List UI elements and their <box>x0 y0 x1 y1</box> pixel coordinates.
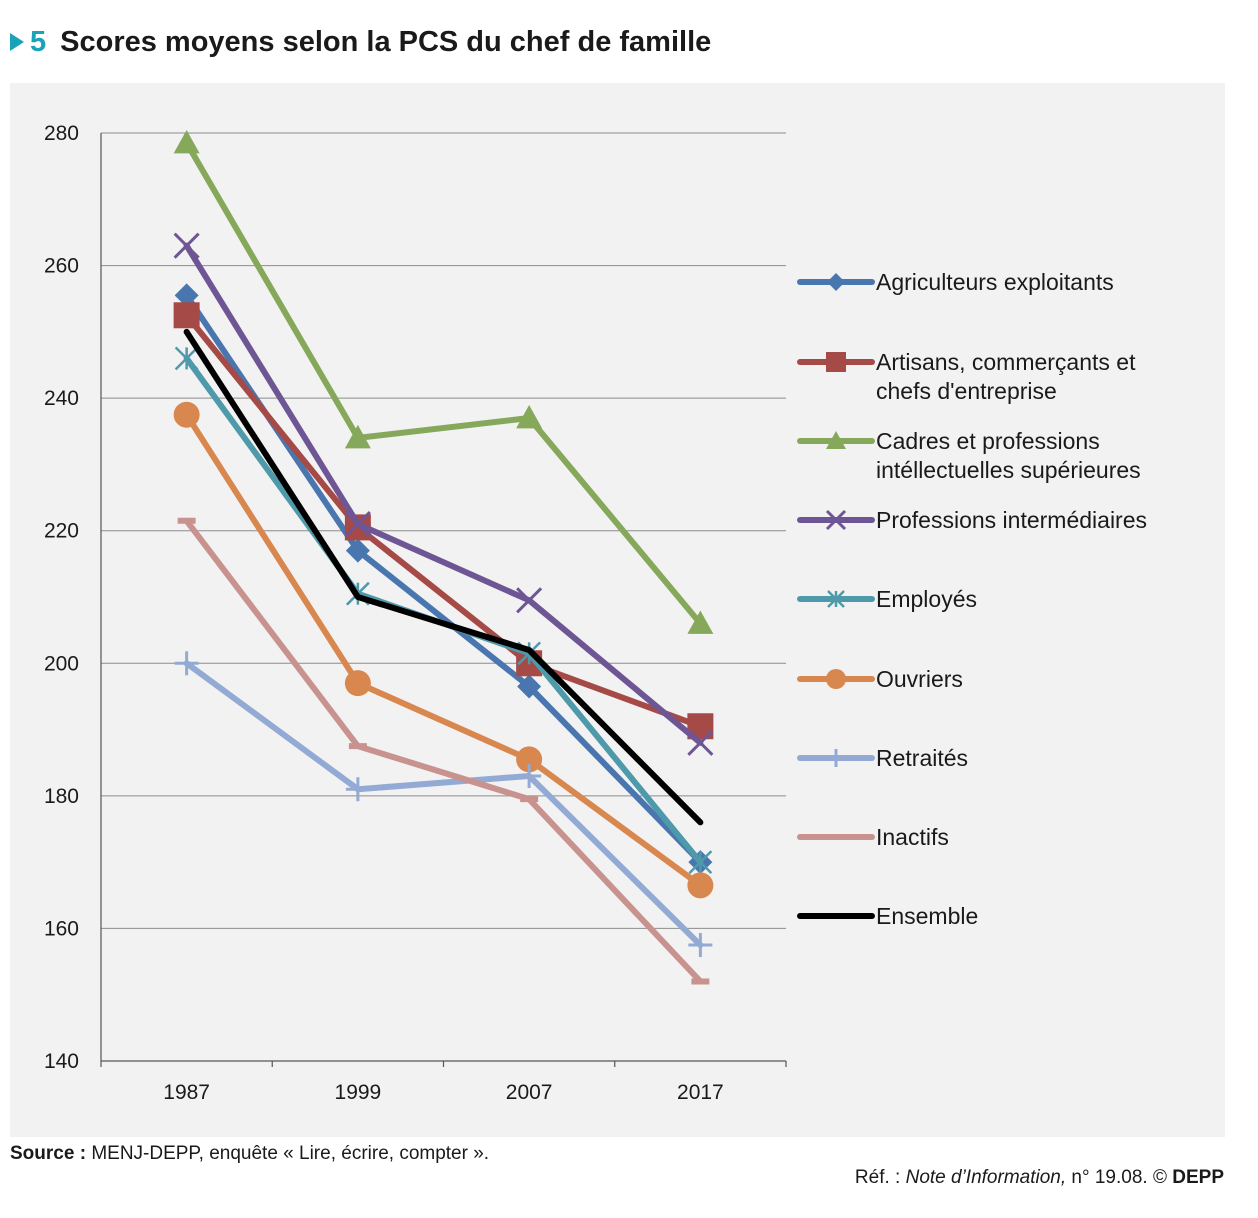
series-line <box>183 328 704 826</box>
legend-item: Cadres et professions intéllectuelles sup… <box>797 428 1141 483</box>
series-6 <box>174 651 713 957</box>
x-tick-label: 2007 <box>506 1081 553 1104</box>
legend-label: Ouvriers <box>876 666 963 692</box>
series-line <box>183 242 704 746</box>
y-tick-label: 140 <box>44 1050 79 1073</box>
data-point <box>516 405 543 429</box>
data-point <box>173 302 200 329</box>
series-8 <box>183 328 704 826</box>
series-line <box>183 517 704 985</box>
ref-publication: Note d’Information, <box>905 1167 1067 1188</box>
data-point <box>344 511 371 538</box>
data-point <box>344 670 371 697</box>
data-point <box>345 538 370 563</box>
legend-marker <box>826 669 846 689</box>
series-line <box>183 660 704 948</box>
y-tick-label: 160 <box>44 917 79 940</box>
line-chart: 140 160 180 200 220 240 260 280 1987 1999 2007 2017… <box>44 122 1147 1104</box>
x-tick-label: 1999 <box>335 1081 382 1104</box>
source-text: MENJ-DEPP, enquête « Lire, écrire, compt… <box>91 1143 490 1164</box>
legend-label: Cadres et professions intéllectuelles sup… <box>876 428 1141 483</box>
data-point <box>517 674 542 699</box>
legend-label: Artisans, commerçants et chefs d'entrepri… <box>876 349 1136 404</box>
series-2 <box>173 129 714 634</box>
y-tick-label: 200 <box>44 652 79 675</box>
x-tick-label: 1987 <box>163 1081 210 1104</box>
figure-number: 5 <box>30 25 47 58</box>
chart-panel: 140 160 180 200 220 240 260 280 1987 1999 2007 2017… <box>10 83 1225 1137</box>
x-tick-label: 2017 <box>677 1081 724 1104</box>
data-point <box>174 651 199 676</box>
chart-title: Scores moyens selon la PCS du chef de fa… <box>60 25 712 58</box>
legend-marker <box>827 590 845 608</box>
y-tick-label: 280 <box>44 122 79 145</box>
legend-item: Employés <box>797 586 977 612</box>
legend-label: Professions intermédiaires <box>876 507 1147 533</box>
data-point <box>345 777 370 802</box>
data-point <box>687 872 714 899</box>
y-tick-label: 220 <box>44 520 79 543</box>
legend-label: Employés <box>876 586 977 612</box>
series-line <box>183 139 704 627</box>
legend-item: Artisans, commerçants et chefs d'entrepri… <box>797 349 1136 404</box>
legend-label: Agriculteurs exploitants <box>876 269 1114 295</box>
data-point <box>173 401 200 428</box>
series-line <box>183 312 704 730</box>
data-point <box>688 850 713 875</box>
legend-marker <box>826 431 846 449</box>
data-point <box>173 232 200 259</box>
legend-marker <box>827 273 845 291</box>
figure-header: 5 Scores moyens selon la PCS du chef de … <box>10 22 711 62</box>
data-point <box>688 933 713 957</box>
legend-marker <box>826 352 846 372</box>
play-triangle-icon <box>10 33 24 51</box>
source-note: Source : MENJ-DEPP, enquête « Lire, écri… <box>10 1143 489 1165</box>
series-3 <box>173 232 714 756</box>
legend-label: Ensemble <box>876 903 978 929</box>
ref-number: n° 19.08. © <box>1066 1167 1173 1188</box>
data-point <box>174 346 199 371</box>
legend-item: Inactifs <box>797 824 949 850</box>
data-point <box>174 283 199 308</box>
data-point <box>516 746 543 773</box>
legend-item: Ensemble <box>797 903 978 929</box>
legend-item: Retraités <box>797 745 968 771</box>
legend-label: Retraités <box>876 745 968 771</box>
legend-marker <box>825 509 847 531</box>
series-5 <box>173 401 714 899</box>
legend-marker <box>827 749 845 767</box>
reference-note: Réf. : Note d’Information, n° 19.08. © D… <box>855 1167 1224 1189</box>
source-label: Source : <box>10 1143 87 1164</box>
ref-org: DEPP <box>1172 1167 1224 1188</box>
data-point <box>687 610 714 634</box>
series-line <box>183 292 704 866</box>
ref-prefix: Réf. : <box>854 1167 906 1188</box>
data-point <box>517 763 542 788</box>
data-point <box>687 729 714 756</box>
legend-item: Professions intermédiaires <box>797 507 1147 533</box>
series-7 <box>177 517 710 985</box>
data-point <box>344 424 371 449</box>
y-tick-label: 260 <box>44 255 79 278</box>
legend-label: Inactifs <box>876 824 949 850</box>
y-tick-label: 180 <box>44 785 79 808</box>
legend-item: Agriculteurs exploitants <box>797 269 1114 295</box>
data-point <box>516 587 543 614</box>
data-point <box>173 129 200 154</box>
y-tick-label: 240 <box>44 387 79 410</box>
legend-item: Ouvriers <box>797 666 963 692</box>
series-line <box>183 411 704 889</box>
